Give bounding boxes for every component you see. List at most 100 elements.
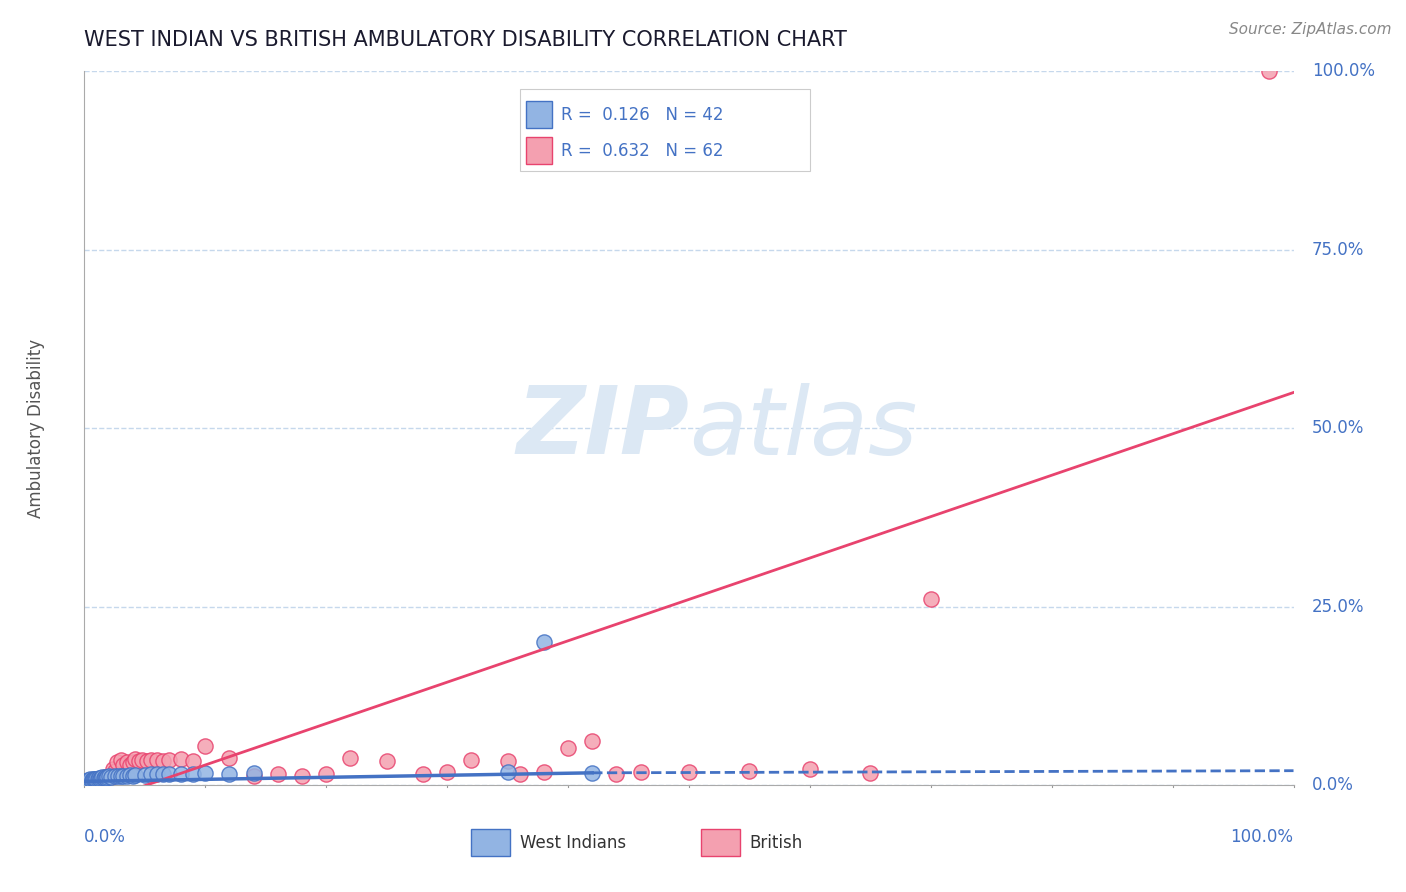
Point (436, 765, 458, 780)
Bar (702, 830, 740, 856)
Point (77, 773, 100, 788)
Point (94, 771, 117, 785)
Text: Ambulatory Disability: Ambulatory Disability (27, 339, 45, 517)
Point (104, 769, 127, 783)
Point (120, 758, 142, 772)
Point (115, 755, 138, 769)
Point (76, 774, 98, 789)
FancyBboxPatch shape (520, 89, 810, 171)
Bar (526, 102, 553, 128)
Point (112, 758, 135, 772)
Text: atlas: atlas (689, 383, 917, 474)
Point (124, 768, 146, 782)
Text: R =  0.632   N = 62: R = 0.632 N = 62 (561, 142, 723, 160)
Point (77, 772, 100, 787)
Point (86, 772, 108, 787)
Point (375, 755, 398, 769)
Point (91, 770, 114, 784)
Point (80, 772, 103, 787)
Point (87, 772, 110, 787)
Point (194, 739, 217, 753)
Point (79, 772, 101, 787)
Point (170, 766, 193, 780)
Point (87, 771, 110, 785)
Point (242, 765, 264, 780)
Point (94, 770, 117, 784)
Point (86, 772, 108, 787)
Point (630, 765, 652, 780)
Point (94, 770, 117, 784)
Point (77, 773, 100, 788)
Text: 100.0%: 100.0% (1230, 828, 1294, 846)
Point (93, 771, 115, 785)
Point (100, 770, 122, 784)
Point (89, 772, 111, 786)
Point (83, 772, 105, 787)
Point (110, 753, 132, 767)
Point (242, 769, 264, 783)
Point (581, 733, 603, 747)
Text: 75.0%: 75.0% (1312, 241, 1364, 259)
Point (75, 774, 97, 789)
Point (80, 772, 103, 787)
Point (89, 772, 111, 786)
Point (146, 767, 169, 781)
Point (90, 772, 112, 787)
Point (194, 765, 217, 780)
Point (97, 769, 120, 783)
Point (412, 767, 434, 781)
Point (267, 767, 290, 781)
Text: West Indians: West Indians (520, 834, 626, 852)
Point (110, 769, 132, 783)
Point (84, 772, 107, 786)
Point (139, 767, 162, 781)
Point (460, 753, 482, 767)
Point (94, 771, 117, 785)
Point (218, 766, 240, 780)
Point (107, 769, 129, 783)
Text: ZIP: ZIP (516, 382, 689, 475)
Point (93, 772, 115, 786)
Point (131, 753, 153, 767)
Point (315, 767, 337, 781)
Bar (471, 830, 510, 856)
Point (90, 771, 112, 785)
Point (134, 768, 156, 782)
Point (170, 752, 193, 766)
Point (496, 765, 519, 780)
Point (920, 592, 942, 607)
Text: 0.0%: 0.0% (84, 828, 127, 846)
Point (557, 740, 579, 755)
Point (112, 769, 135, 783)
Point (76, 773, 98, 788)
Point (120, 768, 142, 782)
Bar (526, 137, 553, 164)
Point (181, 766, 204, 780)
Point (533, 765, 555, 780)
Point (86, 772, 108, 786)
Point (146, 753, 169, 767)
Point (218, 751, 240, 765)
Point (84, 773, 107, 788)
Point (859, 765, 882, 780)
Text: British: British (749, 834, 803, 852)
Text: 0.0%: 0.0% (1312, 776, 1354, 794)
Point (103, 762, 125, 776)
Text: 100.0%: 100.0% (1312, 62, 1375, 80)
Point (83, 772, 105, 787)
Text: 50.0%: 50.0% (1312, 419, 1364, 437)
Point (799, 762, 821, 776)
Point (77, 774, 100, 789)
Point (509, 767, 531, 781)
Point (678, 765, 700, 780)
Point (581, 765, 603, 780)
Point (86, 772, 108, 787)
Point (79, 773, 101, 788)
Point (97, 769, 120, 783)
Point (152, 767, 174, 781)
Point (128, 755, 150, 769)
Point (496, 755, 519, 769)
Point (533, 635, 555, 649)
Point (121, 755, 143, 769)
Point (181, 755, 204, 769)
